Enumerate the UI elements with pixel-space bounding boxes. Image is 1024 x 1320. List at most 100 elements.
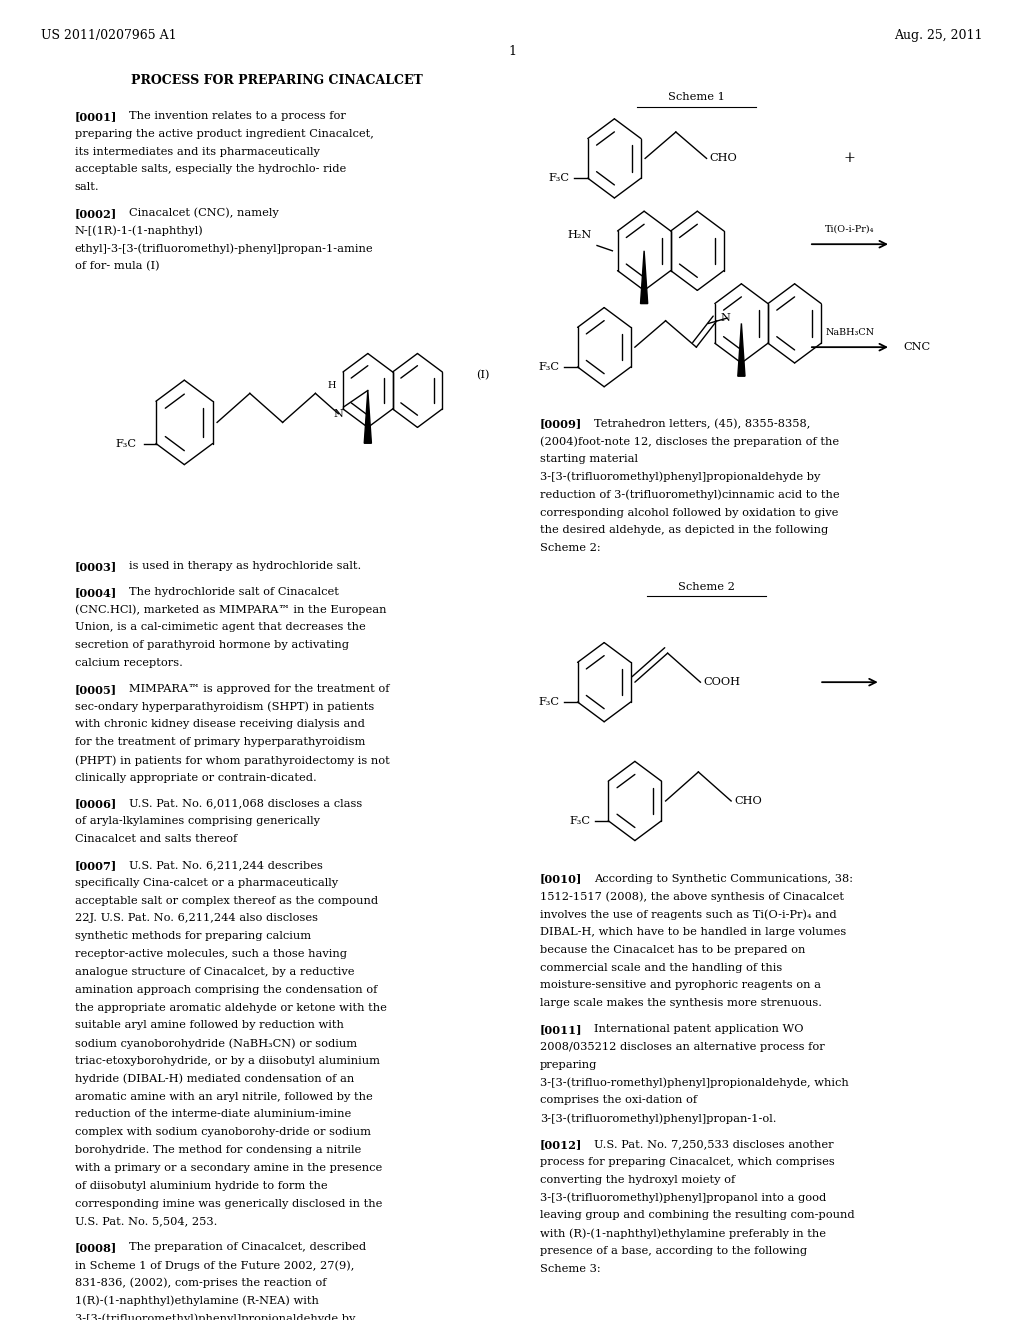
Text: leaving group and combining the resulting com-pound: leaving group and combining the resultin… xyxy=(540,1210,854,1220)
Polygon shape xyxy=(738,323,745,376)
Text: calcium receptors.: calcium receptors. xyxy=(75,657,182,668)
Polygon shape xyxy=(365,391,372,444)
Text: comprises the oxi-dation of: comprises the oxi-dation of xyxy=(540,1096,696,1105)
Text: complex with sodium cyanoborohy-dride or sodium: complex with sodium cyanoborohy-dride or… xyxy=(75,1127,371,1138)
Text: Ti(O-i-Pr)₄: Ti(O-i-Pr)₄ xyxy=(825,224,874,234)
Text: 3-[3-(trifluoromethyl)phenyl]propionaldehyde by: 3-[3-(trifluoromethyl)phenyl]propionalde… xyxy=(540,471,820,483)
Text: large scale makes the synthesis more strenuous.: large scale makes the synthesis more str… xyxy=(540,998,821,1008)
Text: preparing: preparing xyxy=(540,1060,597,1069)
Text: ethyl]-3-[3-(trifluoromethyl)-phenyl]propan-1-amine: ethyl]-3-[3-(trifluoromethyl)-phenyl]pro… xyxy=(75,243,374,255)
Text: analogue structure of Cinacalcet, by a reductive: analogue structure of Cinacalcet, by a r… xyxy=(75,966,354,977)
Text: process for preparing Cinacalcet, which comprises: process for preparing Cinacalcet, which … xyxy=(540,1156,835,1167)
Text: [0006]: [0006] xyxy=(75,799,117,809)
Text: Scheme 2:: Scheme 2: xyxy=(540,543,600,553)
Text: Scheme 2: Scheme 2 xyxy=(678,582,735,593)
Text: 3-[3-(trifluoromethyl)phenyl]propanol into a good: 3-[3-(trifluoromethyl)phenyl]propanol in… xyxy=(540,1192,826,1203)
Text: +: + xyxy=(844,152,856,165)
Text: [0003]: [0003] xyxy=(75,561,117,572)
Text: amination approach comprising the condensation of: amination approach comprising the conden… xyxy=(75,985,377,995)
Text: secretion of parathyroid hormone by activating: secretion of parathyroid hormone by acti… xyxy=(75,640,349,651)
Text: 2008/035212 discloses an alternative process for: 2008/035212 discloses an alternative pro… xyxy=(540,1041,824,1052)
Text: 3-[3-(trifluo-romethyl)phenyl]propionaldehyde, which: 3-[3-(trifluo-romethyl)phenyl]propionald… xyxy=(540,1077,849,1088)
Text: reduction of the interme-diate aluminium-imine: reduction of the interme-diate aluminium… xyxy=(75,1110,351,1119)
Text: receptor-active molecules, such a those having: receptor-active molecules, such a those … xyxy=(75,949,347,960)
Text: The invention relates to a process for: The invention relates to a process for xyxy=(129,111,346,121)
Text: is used in therapy as hydrochloride salt.: is used in therapy as hydrochloride salt… xyxy=(129,561,361,572)
Text: N: N xyxy=(721,313,731,323)
Text: because the Cinacalcet has to be prepared on: because the Cinacalcet has to be prepare… xyxy=(540,945,805,954)
Text: CHO: CHO xyxy=(734,796,762,807)
Text: [0012]: [0012] xyxy=(540,1139,582,1150)
Text: converting the hydroxyl moiety of: converting the hydroxyl moiety of xyxy=(540,1175,735,1184)
Text: with (R)-(1-naphthyl)ethylamine preferably in the: with (R)-(1-naphthyl)ethylamine preferab… xyxy=(540,1228,825,1238)
Text: [0001]: [0001] xyxy=(75,111,117,121)
Text: H₂N: H₂N xyxy=(567,230,592,240)
Text: acceptable salts, especially the hydrochlo- ride: acceptable salts, especially the hydroch… xyxy=(75,164,346,174)
Text: U.S. Pat. No. 6,211,244 describes: U.S. Pat. No. 6,211,244 describes xyxy=(129,861,323,870)
Text: 1512-1517 (2008), the above synthesis of Cinacalcet: 1512-1517 (2008), the above synthesis of… xyxy=(540,891,844,902)
Text: aromatic amine with an aryl nitrile, followed by the: aromatic amine with an aryl nitrile, fol… xyxy=(75,1092,373,1102)
Text: suitable aryl amine followed by reduction with: suitable aryl amine followed by reductio… xyxy=(75,1020,344,1031)
Text: acceptable salt or complex thereof as the compound: acceptable salt or complex thereof as th… xyxy=(75,895,378,906)
Text: US 2011/0207965 A1: US 2011/0207965 A1 xyxy=(41,29,176,42)
Text: reduction of 3-(trifluoromethyl)cinnamic acid to the: reduction of 3-(trifluoromethyl)cinnamic… xyxy=(540,490,840,500)
Text: the appropriate aromatic aldehyde or ketone with the: the appropriate aromatic aldehyde or ket… xyxy=(75,1003,387,1012)
Text: clinically appropriate or contrain-dicated.: clinically appropriate or contrain-dicat… xyxy=(75,772,316,783)
Text: (2004)foot-note 12, discloses the preparation of the: (2004)foot-note 12, discloses the prepar… xyxy=(540,436,839,447)
Text: U.S. Pat. No. 7,250,533 discloses another: U.S. Pat. No. 7,250,533 discloses anothe… xyxy=(594,1139,834,1148)
Text: 3-[3-(trifluoromethyl)phenyl]propionaldehyde by: 3-[3-(trifluoromethyl)phenyl]propionalde… xyxy=(75,1313,355,1320)
Text: with chronic kidney disease receiving dialysis and: with chronic kidney disease receiving di… xyxy=(75,719,365,730)
Text: in Scheme 1 of Drugs of the Future 2002, 27(9),: in Scheme 1 of Drugs of the Future 2002,… xyxy=(75,1261,354,1271)
Text: starting material: starting material xyxy=(540,454,638,465)
Text: the desired aldehyde, as depicted in the following: the desired aldehyde, as depicted in the… xyxy=(540,525,827,536)
Text: of aryla-lkylamines comprising generically: of aryla-lkylamines comprising generical… xyxy=(75,816,319,826)
Text: (CNC.HCl), marketed as MIMPARA™ in the European: (CNC.HCl), marketed as MIMPARA™ in the E… xyxy=(75,605,386,615)
Text: Union, is a cal-cimimetic agent that decreases the: Union, is a cal-cimimetic agent that dec… xyxy=(75,622,366,632)
Text: CHO: CHO xyxy=(710,153,737,164)
Text: U.S. Pat. No. 5,504, 253.: U.S. Pat. No. 5,504, 253. xyxy=(75,1217,217,1226)
Text: According to Synthetic Communications, 38:: According to Synthetic Communications, 3… xyxy=(594,874,853,883)
Text: specifically Cina-calcet or a pharmaceutically: specifically Cina-calcet or a pharmaceut… xyxy=(75,878,338,888)
Text: 3-[3-(trifluoromethyl)phenyl]propan-1-ol.: 3-[3-(trifluoromethyl)phenyl]propan-1-ol… xyxy=(540,1113,776,1123)
Text: 1(R)-(1-naphthyl)ethylamine (R-NEA) with: 1(R)-(1-naphthyl)ethylamine (R-NEA) with xyxy=(75,1296,318,1307)
Text: Cinacalcet (CNC), namely: Cinacalcet (CNC), namely xyxy=(129,207,279,219)
Text: (PHPT) in patients for whom parathyroidectomy is not: (PHPT) in patients for whom parathyroide… xyxy=(75,755,389,766)
Text: COOH: COOH xyxy=(703,677,740,688)
Text: [0005]: [0005] xyxy=(75,684,117,694)
Text: salt.: salt. xyxy=(75,182,99,193)
Text: with a primary or a secondary amine in the presence: with a primary or a secondary amine in t… xyxy=(75,1163,382,1173)
Text: Cinacalcet and salts thereof: Cinacalcet and salts thereof xyxy=(75,834,237,845)
Text: [0009]: [0009] xyxy=(540,418,582,429)
Text: [0011]: [0011] xyxy=(540,1024,583,1035)
Text: synthetic methods for preparing calcium: synthetic methods for preparing calcium xyxy=(75,932,311,941)
Text: borohydride. The method for condensing a nitrile: borohydride. The method for condensing a… xyxy=(75,1146,361,1155)
Text: MIMPARA™ is approved for the treatment of: MIMPARA™ is approved for the treatment o… xyxy=(129,684,389,694)
Text: N-[(1R)-1-(1-naphthyl): N-[(1R)-1-(1-naphthyl) xyxy=(75,226,204,236)
Text: for the treatment of primary hyperparathyroidism: for the treatment of primary hyperparath… xyxy=(75,737,366,747)
Text: of for- mula (I): of for- mula (I) xyxy=(75,261,160,272)
Text: 1: 1 xyxy=(508,45,516,58)
Text: sodium cyanoborohydride (NaBH₃CN) or sodium: sodium cyanoborohydride (NaBH₃CN) or sod… xyxy=(75,1039,357,1049)
Text: presence of a base, according to the following: presence of a base, according to the fol… xyxy=(540,1246,807,1255)
Text: 831-836, (2002), com-prises the reaction of: 831-836, (2002), com-prises the reaction… xyxy=(75,1278,327,1288)
Text: The hydrochloride salt of Cinacalcet: The hydrochloride salt of Cinacalcet xyxy=(129,586,339,597)
Text: involves the use of reagents such as Ti(O-i-Pr)₄ and: involves the use of reagents such as Ti(… xyxy=(540,909,837,920)
Text: [0010]: [0010] xyxy=(540,874,582,884)
Text: F₃C: F₃C xyxy=(115,438,136,449)
Text: Tetrahedron letters, (45), 8355-8358,: Tetrahedron letters, (45), 8355-8358, xyxy=(594,418,810,429)
Text: F₃C: F₃C xyxy=(549,173,570,183)
Text: CNC: CNC xyxy=(903,342,930,352)
Text: Aug. 25, 2011: Aug. 25, 2011 xyxy=(895,29,983,42)
Text: corresponding alcohol followed by oxidation to give: corresponding alcohol followed by oxidat… xyxy=(540,507,838,517)
Text: F₃C: F₃C xyxy=(539,362,560,372)
Text: of diisobutyl aluminium hydride to form the: of diisobutyl aluminium hydride to form … xyxy=(75,1181,328,1191)
Text: commercial scale and the handling of this: commercial scale and the handling of thi… xyxy=(540,962,782,973)
Text: Scheme 1: Scheme 1 xyxy=(668,92,725,103)
Text: hydride (DIBAL-H) mediated condensation of an: hydride (DIBAL-H) mediated condensation … xyxy=(75,1074,354,1085)
Text: The preparation of Cinacalcet, described: The preparation of Cinacalcet, described xyxy=(129,1242,367,1253)
Text: U.S. Pat. No. 6,011,068 discloses a class: U.S. Pat. No. 6,011,068 discloses a clas… xyxy=(129,799,362,809)
Polygon shape xyxy=(641,251,648,304)
Text: corresponding imine was generically disclosed in the: corresponding imine was generically disc… xyxy=(75,1199,382,1209)
Text: [0002]: [0002] xyxy=(75,207,117,219)
Text: Scheme 3:: Scheme 3: xyxy=(540,1263,600,1274)
